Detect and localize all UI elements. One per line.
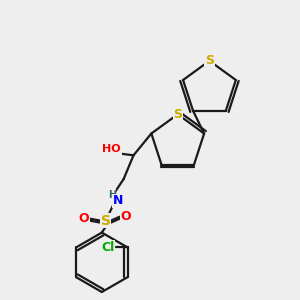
Text: N: N: [112, 194, 123, 207]
Text: O: O: [79, 212, 89, 225]
Text: O: O: [120, 210, 131, 223]
Text: S: S: [173, 108, 182, 121]
Text: Cl: Cl: [101, 241, 114, 254]
Text: H: H: [108, 190, 116, 200]
Text: HO: HO: [102, 144, 121, 154]
Text: S: S: [101, 214, 111, 228]
Text: S: S: [205, 54, 214, 67]
